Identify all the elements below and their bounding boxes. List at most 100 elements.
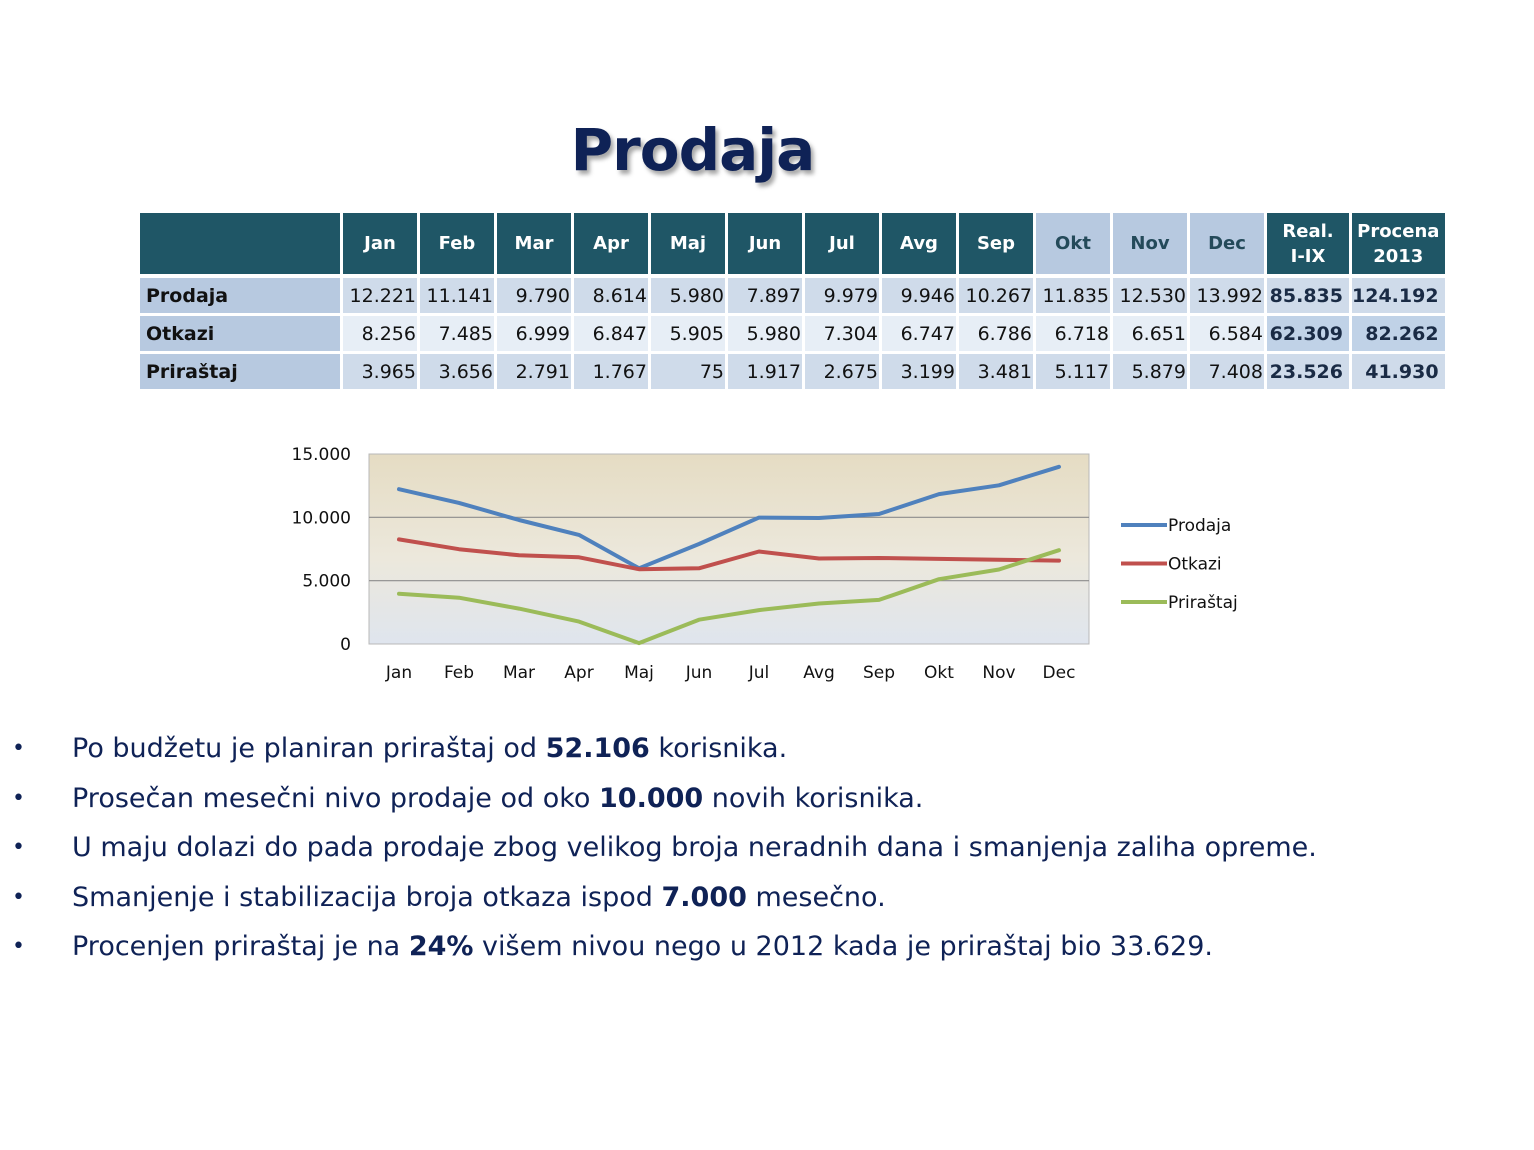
table-cell: 5.980 [651, 278, 725, 316]
table-cell: 6.999 [497, 316, 571, 354]
bullet-item: • Prosečan mesečni nivo prodaje od oko 10… [0, 777, 1534, 827]
table-cell: 12.221 [343, 278, 417, 316]
bullet-item: • Smanjenje i stabilizacija broja otkaza … [0, 876, 1534, 926]
column-header: Mar [497, 213, 571, 278]
bullet-dot-icon: • [12, 934, 25, 959]
table-cell: 9.946 [882, 278, 956, 316]
bullet-highlight: 7.000 [661, 881, 747, 913]
table-cell: 6.847 [574, 316, 648, 354]
table-cell: 2.675 [805, 354, 879, 392]
bullet-text: korisnika. [649, 733, 788, 764]
table-cell: 6.786 [959, 316, 1033, 354]
table-cell: 3.656 [420, 354, 494, 392]
column-header: Maj [651, 213, 725, 278]
column-header: Dec [1190, 213, 1264, 278]
legend-label: Prodaja [1168, 516, 1231, 536]
table-cell: 6.747 [882, 316, 956, 354]
column-header-line: Dec [1208, 233, 1246, 254]
table-row: Priraštaj 3.965 3.656 2.791 1.767 75 1.917 2.67… [140, 354, 1445, 392]
table-row: Otkazi 8.256 7.485 6.999 6.847 5.905 5.980 7.30… [140, 316, 1445, 354]
column-header-line: Avg [900, 233, 938, 254]
bullet-item: • Procenjen priraštaj je na 24% višem niv… [0, 925, 1534, 975]
table-cell: 5.905 [651, 316, 725, 354]
sales-line-chart: 0 5.000 10.000 15.000 Jan Feb Mar Apr Maj Jun Jul… [292, 445, 1238, 683]
column-header: Feb [420, 213, 494, 278]
sales-table: Jan Feb Mar Apr Maj Jun Jul Avg Sep Okt Nov Dec Real… [137, 213, 1448, 392]
plot-area [368, 453, 1090, 645]
series-line-prodaja [397, 464, 1061, 571]
bullet-text: Procenjen priraštaj je na [72, 931, 409, 962]
table-cell: 2.791 [497, 354, 571, 392]
bullet-item: • U maju dolazi do pada prodaje zbog veli… [0, 826, 1534, 876]
table-cell: 3.965 [343, 354, 417, 392]
total-cell: 41.930 [1352, 354, 1445, 392]
column-header: Jul [805, 213, 879, 278]
x-tick-label: Okt [924, 663, 954, 683]
table-cell: 1.767 [574, 354, 648, 392]
x-tick-label: Jan [385, 663, 412, 683]
y-tick-label: 10.000 [292, 508, 351, 528]
bullet-dot-icon: • [12, 835, 25, 860]
table-cell: 6.584 [1190, 316, 1264, 354]
x-tick-label: Apr [564, 663, 593, 683]
column-header-line: Mar [514, 233, 554, 254]
column-header: Okt [1036, 213, 1110, 278]
table-cell: 3.481 [959, 354, 1033, 392]
column-header: Avg [882, 213, 956, 278]
column-header-line: Apr [593, 233, 629, 254]
table-cell: 5.980 [728, 316, 802, 354]
table-cell: 8.614 [574, 278, 648, 316]
column-header-line: Sep [976, 233, 1016, 254]
total-cell: 62.309 [1267, 316, 1349, 354]
bullet-dot-icon: • [12, 884, 25, 910]
total-cell: 23.526 [1267, 354, 1349, 392]
table-cell: 3.199 [882, 354, 956, 392]
total-cell: 82.262 [1352, 316, 1445, 354]
y-tick-label: 5.000 [302, 572, 351, 592]
column-header-line: I-IX [1290, 245, 1326, 267]
row-label: Otkazi [140, 316, 340, 354]
total-cell: 85.835 [1267, 278, 1349, 316]
x-tick-label: Feb [444, 663, 474, 683]
bullet-text: Prosečan mesečni nivo prodaje od oko [72, 782, 600, 814]
column-header-line: Feb [438, 233, 476, 254]
total-cell: 124.192 [1352, 278, 1445, 316]
bullet-text: novih korisnika. [703, 782, 924, 814]
y-tick-label: 15.000 [292, 445, 351, 465]
column-header: Real. I-IX [1267, 213, 1349, 278]
bullet-list: • Po budžetu je planiran priraštaj od 52.… [0, 727, 1534, 975]
column-header: Procena 2013 [1352, 213, 1445, 278]
column-header-line: Nov [1130, 233, 1170, 254]
x-tick-label: Sep [863, 663, 895, 683]
bullet-item: • Po budžetu je planiran priraštaj od 52.… [0, 727, 1534, 777]
bullet-highlight: 24% [408, 931, 474, 962]
x-tick-label: Nov [982, 663, 1015, 683]
y-tick-label: 0 [340, 635, 351, 655]
row-label: Prodaja [140, 278, 340, 316]
bullet-text: Smanjenje i stabilizacija broja otkaza i… [72, 881, 662, 913]
column-header-line: Real. [1282, 220, 1334, 242]
column-header: Jan [343, 213, 417, 278]
table-cell: 8.256 [343, 316, 417, 354]
bullet-highlight: 52.106 [545, 733, 650, 764]
column-header-line: Maj [669, 233, 707, 254]
column-header-line: 2013 [1373, 245, 1424, 267]
series-line-otkazi [397, 537, 1061, 572]
table-cell: 1.917 [728, 354, 802, 392]
bullet-dot-icon: • [12, 785, 25, 811]
table-cell: 6.718 [1036, 316, 1110, 354]
column-header-line: Okt [1055, 233, 1091, 254]
x-tick-label: Jul [748, 663, 770, 683]
table-cell: 5.117 [1036, 354, 1110, 392]
row-label: Priraštaj [140, 354, 340, 392]
series-line-priraštaj [397, 548, 1061, 646]
bullet-text: višem nivou nego u 2012 kada je prirašta… [473, 931, 1213, 962]
x-tick-label: Avg [803, 663, 835, 683]
column-header: Sep [959, 213, 1033, 278]
table-cell: 13.992 [1190, 278, 1264, 316]
table-cell: 11.835 [1036, 278, 1110, 316]
table-cell: 6.651 [1113, 316, 1187, 354]
column-header: Apr [574, 213, 648, 278]
table-cell: 11.141 [420, 278, 494, 316]
bullet-highlight: 10.000 [599, 782, 704, 814]
